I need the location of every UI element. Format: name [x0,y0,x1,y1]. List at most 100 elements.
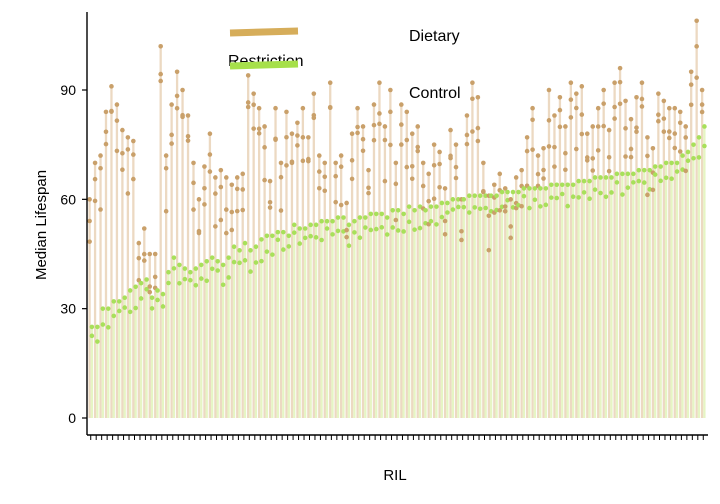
point-dietary-restriction [174,69,180,75]
point-dietary-restriction [502,204,508,209]
legend-label-dietary: Dietary [409,28,460,45]
point-dietary-restriction [125,135,131,140]
point-dietary-restriction [322,160,328,166]
bar-dietary-restriction [515,177,518,418]
bar-control [391,210,394,418]
point-dietary-restriction [191,160,196,166]
point-control [434,222,439,227]
point-control [620,192,625,197]
bar-control [550,184,553,418]
point-dietary-restriction [213,191,218,196]
bar-control [572,184,575,418]
bar-control [331,221,334,418]
point-control [696,135,702,140]
bar-dietary-restriction [531,108,534,418]
point-control [636,167,642,173]
bar-dietary-restriction [487,195,490,418]
point-dietary-restriction [606,154,612,160]
bar-dietary-restriction [121,130,124,418]
point-control [95,339,100,344]
bar-control [276,232,279,418]
point-dietary-restriction [645,135,650,140]
point-dietary-restriction [672,105,678,111]
point-dietary-restriction [377,121,382,127]
bar-control [101,308,104,418]
point-control [100,306,106,311]
point-dietary-restriction [688,69,694,75]
y-tick-label: 30 [60,301,76,317]
point-control [543,186,549,191]
point-dietary-restriction [656,118,661,124]
point-dietary-restriction [92,160,98,166]
bar-dietary-restriction [334,162,337,418]
point-dietary-restriction [234,175,240,180]
point-control [368,211,374,217]
bar-dietary-restriction [394,162,397,418]
point-dietary-restriction [431,196,437,201]
point-dietary-restriction [371,137,377,143]
point-dietary-restriction [382,178,388,184]
point-dietary-restriction [699,109,705,115]
bar-control [238,250,241,418]
point-control [461,204,467,210]
point-dietary-restriction [103,109,109,115]
bar-control [561,184,564,418]
bar-dietary-restriction [154,254,157,418]
point-dietary-restriction [574,105,579,111]
point-dietary-restriction [338,153,344,158]
bar-control [386,217,389,418]
bar-dietary-restriction [416,126,419,418]
point-dietary-restriction [552,113,557,118]
bar-control [473,195,476,418]
bar-control [533,188,537,418]
bar-dietary-restriction [580,86,583,419]
bar-control [260,239,263,418]
point-dietary-restriction [120,167,125,173]
point-control [209,266,215,272]
point-dietary-restriction [579,84,585,89]
bar-control [582,181,586,418]
point-control [182,266,188,271]
point-dietary-restriction [284,163,289,168]
point-dietary-restriction [601,87,606,93]
x-ticks [90,435,704,440]
point-dietary-restriction [404,137,410,143]
bar-dietary-restriction [159,46,162,419]
bar-control [134,286,137,418]
point-control [559,182,565,188]
bar-dietary-restriction [241,173,244,418]
point-dietary-restriction [683,135,689,140]
point-dietary-restriction [470,80,475,86]
point-dietary-restriction [617,65,623,71]
point-dietary-restriction [475,125,481,131]
bar-control [566,184,569,418]
point-control [379,225,385,230]
point-control [363,215,368,220]
point-control [231,259,237,265]
point-dietary-restriction [470,129,475,134]
point-dietary-restriction [546,118,552,123]
point-dietary-restriction [388,87,393,93]
point-dietary-restriction [316,153,322,158]
bar-dietary-restriction [350,133,354,419]
point-control [100,322,106,327]
dots-layer [87,18,707,344]
point-dietary-restriction [502,186,508,191]
point-dietary-restriction [656,91,661,96]
point-dietary-restriction [278,208,284,213]
point-dietary-restriction [645,153,650,159]
point-dietary-restriction [557,124,563,130]
bar-control [243,243,247,418]
point-dietary-restriction [459,237,464,243]
bar-control [648,170,651,418]
bar-control [479,195,482,418]
point-dietary-restriction [579,131,585,137]
bar-dietary-restriction [263,126,266,418]
point-dietary-restriction [634,129,639,135]
point-control [177,280,182,286]
point-control [335,228,341,234]
point-dietary-restriction [174,93,180,99]
bar-control [320,221,323,418]
point-control [609,190,614,195]
point-dietary-restriction [349,158,355,163]
